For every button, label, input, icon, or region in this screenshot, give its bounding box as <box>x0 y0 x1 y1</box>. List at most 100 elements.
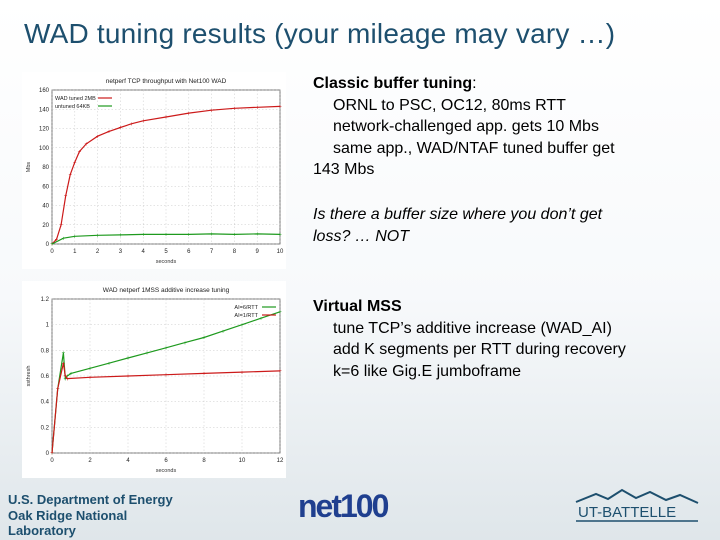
x-axis-label: seconds <box>156 468 177 474</box>
data-point: + <box>62 351 66 357</box>
y-axis-label: ssthresh <box>26 366 32 387</box>
classic-buffer-line-2: network-challenged app. gets 10 Mbs <box>333 118 599 135</box>
x-axis-label: seconds <box>156 259 177 265</box>
x-tick-label: 7 <box>210 249 214 255</box>
data-point: + <box>50 242 54 248</box>
buffer-loss-question: Is there a buffer size where you don’t g… <box>313 204 708 247</box>
data-point: + <box>202 372 206 378</box>
data-point: + <box>55 237 59 243</box>
buffer-tuning-chart-svg: netperf TCP throughput with Net100 WAD 0 1… <box>26 78 284 265</box>
data-point: + <box>96 134 100 140</box>
doe-line-3: Laboratory <box>8 523 76 538</box>
series-line-2 <box>51 233 281 245</box>
x-tick-label: 12 <box>277 458 284 464</box>
y-tick-label: 60 <box>42 184 49 190</box>
data-point: + <box>62 361 66 367</box>
data-point: + <box>278 369 282 375</box>
legend-label: AI=1/RTT <box>234 313 258 319</box>
chart-title: netperf TCP throughput with Net100 WAD <box>106 78 227 85</box>
legend-label: untuned 64KB <box>55 104 90 110</box>
data-point: + <box>164 346 168 352</box>
y-tick-label: 120 <box>39 127 50 133</box>
classic-buffer-tail: 143 Mbs <box>313 161 375 178</box>
data-point: + <box>73 160 77 166</box>
data-point: + <box>88 367 92 373</box>
slide-title: WAD tuning results (your mileage may var… <box>24 18 616 49</box>
y-axis-label: Mbs <box>26 162 32 173</box>
y-tick-label: 1 <box>46 323 50 329</box>
data-point: + <box>126 374 130 380</box>
data-point: + <box>68 173 72 179</box>
data-point: + <box>202 336 206 342</box>
data-point: + <box>259 316 263 322</box>
net100-logo-text: net100 <box>298 488 389 524</box>
y-tick-label: 20 <box>42 223 49 229</box>
x-tick-label: 2 <box>96 249 100 255</box>
data-point: + <box>141 233 145 239</box>
virtual-mss-block: Virtual MSS tune TCP’s additive increase… <box>313 296 708 382</box>
data-point: + <box>78 150 82 156</box>
data-point: + <box>88 375 92 381</box>
data-point: + <box>141 119 145 125</box>
additive-increase-chart-svg: WAD netperf 1MSS additive increase tunin… <box>26 287 284 474</box>
classic-buffer-heading: Classic buffer tuning <box>313 75 473 92</box>
data-point: + <box>59 223 63 229</box>
y-tick-label: 0.6 <box>41 374 50 380</box>
y-tick-label: 0.4 <box>41 400 50 406</box>
y-tick-label: 0.2 <box>41 425 50 431</box>
x-tick-label: 0 <box>50 249 54 255</box>
y-tick-label: 0 <box>46 242 50 248</box>
data-point: + <box>107 130 111 136</box>
data-point: + <box>64 377 68 383</box>
data-point: + <box>233 106 237 112</box>
buffer-loss-question-line-2: loss? … NOT <box>313 227 410 245</box>
classic-buffer-line-1: ORNL to PSC, OC12, 80ms RTT <box>333 96 566 114</box>
y-tick-label: 0.8 <box>41 348 50 354</box>
ut-battelle-logo: UT-BATTELLE <box>574 486 704 529</box>
data-point: + <box>64 194 68 200</box>
data-point: + <box>278 310 282 316</box>
x-tick-label: 3 <box>119 249 123 255</box>
doe-ornl-label: U.S. Department of Energy Oak Ridge Nati… <box>8 492 173 539</box>
data-point: + <box>233 233 237 239</box>
y-tick-label: 160 <box>39 88 50 94</box>
data-point: + <box>240 323 244 329</box>
ut-battelle-logo-mark: UT-BATTELLE <box>575 488 699 522</box>
classic-buffer-tuning-block: Classic buffer tuning: ORNL to PSC, OC12… <box>313 73 708 181</box>
x-tick-label: 4 <box>126 458 130 464</box>
data-point: + <box>69 372 73 378</box>
data-point: + <box>164 373 168 379</box>
x-tick-label: 6 <box>164 458 168 464</box>
x-tick-label: 5 <box>164 249 168 255</box>
x-tick-label: 10 <box>239 458 246 464</box>
series-line-1 <box>51 311 281 454</box>
classic-buffer-line-3: same app., WAD/NTAF tuned buffer get <box>333 139 615 157</box>
data-point: + <box>255 106 259 112</box>
data-point: + <box>164 115 168 121</box>
buffer-tuning-chart: netperf TCP throughput with Net100 WAD 0 1… <box>22 72 286 269</box>
data-point: + <box>50 242 54 248</box>
net100-logo: net100 <box>296 486 402 531</box>
doe-line-1: U.S. Department of Energy <box>8 492 173 507</box>
ut-battelle-logo-text: UT-BATTELLE <box>578 504 676 521</box>
data-point: + <box>84 142 88 148</box>
data-point: + <box>240 370 244 376</box>
doe-line-2: Oak Ridge National <box>8 507 128 523</box>
classic-buffer-heading-colon: : <box>472 75 477 92</box>
legend-label: AI=6/RTT <box>234 305 258 311</box>
y-tick-label: 140 <box>39 107 50 113</box>
data-point: + <box>278 105 282 111</box>
data-point: + <box>255 232 259 238</box>
y-tick-label: 1.2 <box>41 297 50 303</box>
data-point: + <box>73 235 77 241</box>
virtual-mss-line-3: k=6 like Gig.E jumboframe <box>333 362 522 380</box>
y-tick-label: 0 <box>46 451 50 457</box>
data-point: + <box>64 374 68 380</box>
data-point: + <box>65 374 69 380</box>
data-point: + <box>187 111 191 117</box>
data-point: + <box>119 126 123 132</box>
chart-title: WAD netperf 1MSS additive increase tunin… <box>103 287 230 294</box>
data-point: + <box>62 236 66 242</box>
y-tick-label: 100 <box>39 146 50 152</box>
data-point: + <box>210 108 214 114</box>
